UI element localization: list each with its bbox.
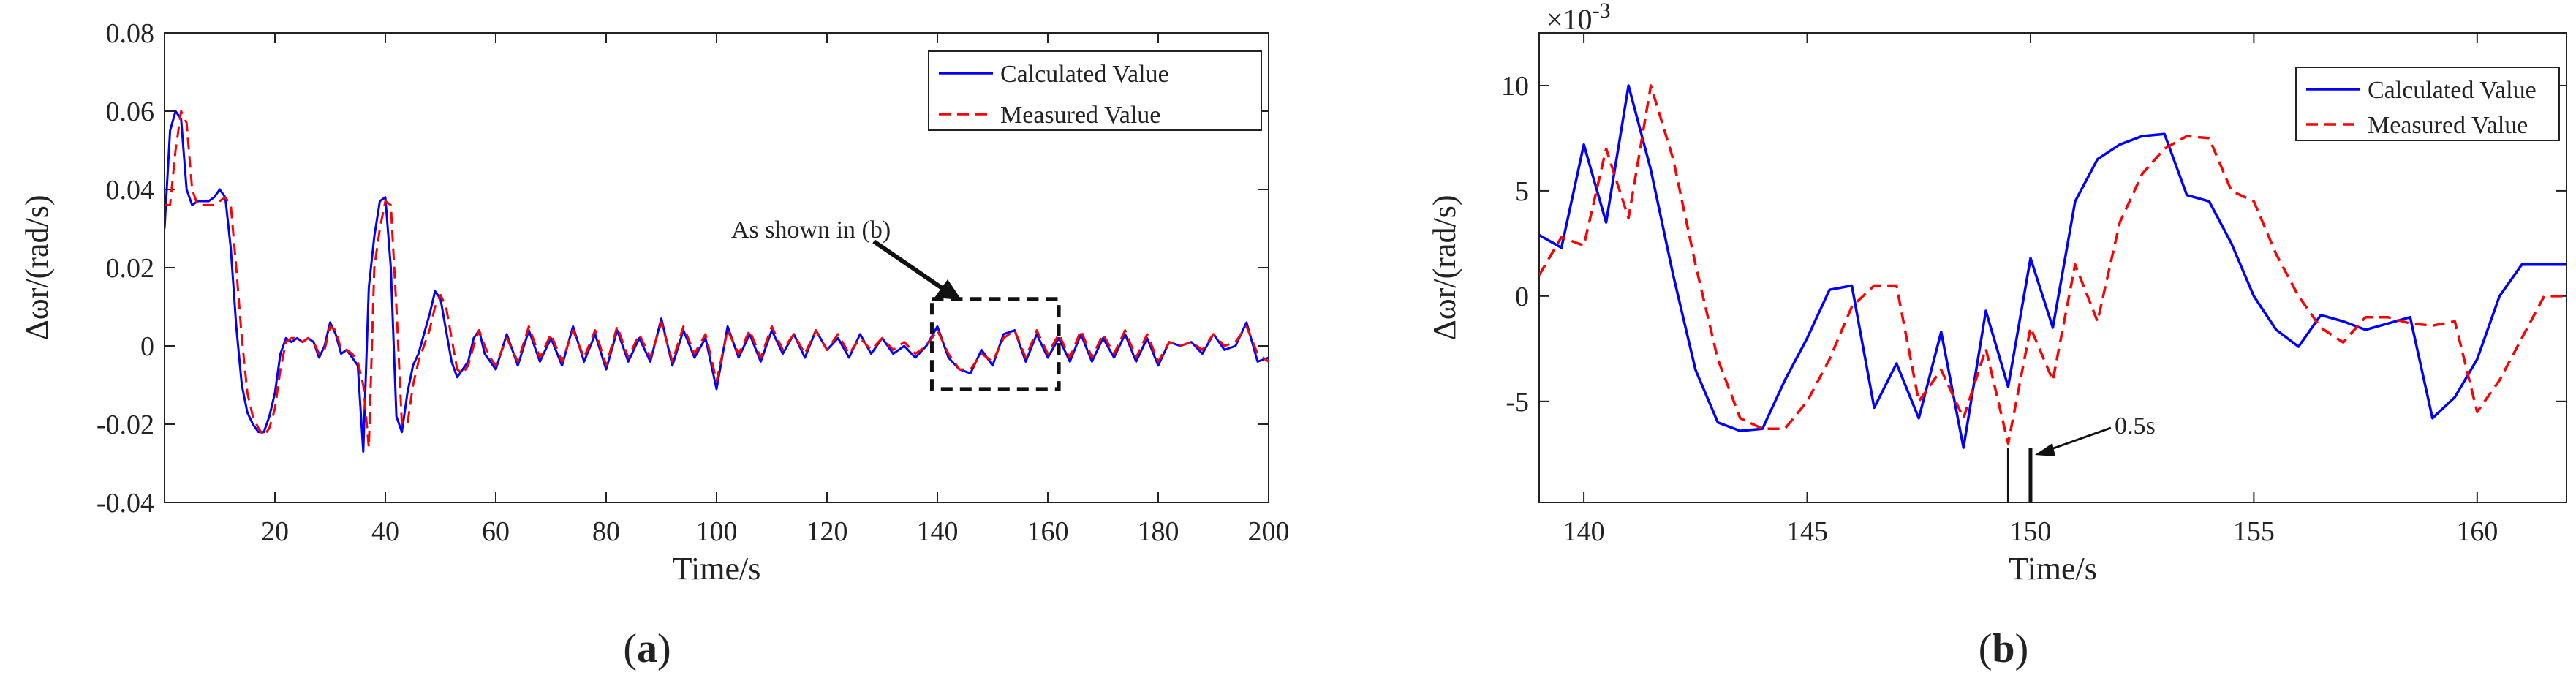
panel-b-x-tick-label: 150 (2009, 516, 2051, 547)
panel-b-y-scale-label: ×10-3 (1546, 0, 1611, 36)
panel-b-y-scale-base: ×10 (1546, 3, 1593, 36)
panel-a-x-tick-label: 20 (261, 516, 289, 547)
panel-a-y-tick-label: 0.06 (106, 97, 155, 127)
caption-b: (b) (1979, 626, 2028, 671)
panel-a-x-tick-label: 200 (1248, 516, 1290, 547)
panel-b-series-line-1 (1539, 84, 2566, 445)
panel-a-x-tick-label: 140 (917, 516, 959, 547)
caption-letter: a (637, 626, 657, 671)
panel-a-group: 20 40 60 80 100 120 140 160 180 200 -0.04 -0.02 0 0.0… (19, 18, 1290, 671)
panel-b-x-axis-label: Time/s (2009, 551, 2097, 587)
panel-a-x-tick-label: 160 (1027, 516, 1069, 547)
panel-b-y-tick-label: 10 (1501, 71, 1529, 102)
panel-a-y-axis-label: Δωr/(rad/s) (19, 195, 55, 341)
panel-b-y-axis-label: Δωr/(rad/s) (1427, 195, 1462, 341)
panel-b-group: 140 145 150 155 160 -5 0 5 10 Time/s Δωr/(rad/s) ×1… (1427, 0, 2567, 671)
panel-b-x-tick-label: 160 (2456, 516, 2498, 547)
panel-a-legend-label: Measured Value (1000, 102, 1160, 129)
caption-paren: ( (1979, 626, 1993, 671)
panel-a-series-line-1 (165, 110, 1269, 449)
zoom-annotation-arrow (872, 239, 945, 291)
panel-b-y-tick-label: 0 (1515, 282, 1529, 312)
offset-annotation-arrow (2044, 426, 2112, 453)
panel-b-series-line-0 (1539, 84, 2566, 449)
panel-b-y-tick-label: 5 (1515, 176, 1529, 207)
panel-a-y-tick-label: -0.04 (97, 488, 154, 519)
panel-b-series-group (1539, 84, 2566, 449)
panel-a-y-tick-label: -0.02 (97, 410, 154, 440)
panel-a-x-tick-label: 120 (807, 516, 848, 547)
panel-a-legend-box (928, 50, 1262, 131)
panel-a-x-tick-label: 80 (592, 516, 620, 547)
panel-a-y-tick-label: 0 (140, 331, 154, 362)
caption-paren: ) (2015, 626, 2029, 671)
panel-b-axes-frame (1538, 32, 2567, 503)
caption-paren: ) (657, 626, 671, 671)
panel-b-y-scale-exponent: -3 (1593, 0, 1611, 23)
panel-a-y-tick-label: 0.02 (106, 253, 155, 284)
panel-b-legend-box (2295, 67, 2560, 141)
panel-a-y-tick-label: 0.08 (106, 18, 155, 49)
panel-a-x-tick-label: 180 (1138, 516, 1179, 547)
offset-annotation-arrowhead (2034, 443, 2055, 456)
panel-b-x-tick-label: 140 (1563, 516, 1605, 547)
panel-a-x-axis-label: Time/s (673, 551, 761, 587)
panel-a-x-tick-label: 40 (371, 516, 399, 547)
panel-a-x-tick-label: 100 (696, 516, 738, 547)
panel-a-x-tick-label: 60 (482, 516, 510, 547)
caption-a: (a) (623, 626, 671, 671)
panel-b-x-tick-label: 145 (1786, 516, 1828, 547)
zoom-annotation-text: As shown in (b) (731, 216, 891, 244)
panel-a-legend-label: Calculated Value (1000, 61, 1169, 88)
zoom-box (929, 297, 1061, 391)
panel-b-legend-label: Calculated Value (2368, 77, 2537, 104)
caption-letter: b (1992, 626, 2014, 671)
panel-b-x-tick-label: 155 (2233, 516, 2275, 547)
caption-paren: ( (623, 626, 637, 671)
panel-a-series-line-0 (165, 110, 1269, 453)
panel-b-y-tick-label: -5 (1506, 387, 1529, 418)
offset-annotation-text: 0.5s (2115, 412, 2156, 440)
panel-a-y-tick-label: 0.04 (106, 175, 155, 206)
panel-b-legend-label: Measured Value (2368, 112, 2528, 139)
panel-a-series-group (165, 110, 1269, 453)
zoom-annotation-arrowhead (934, 279, 962, 300)
